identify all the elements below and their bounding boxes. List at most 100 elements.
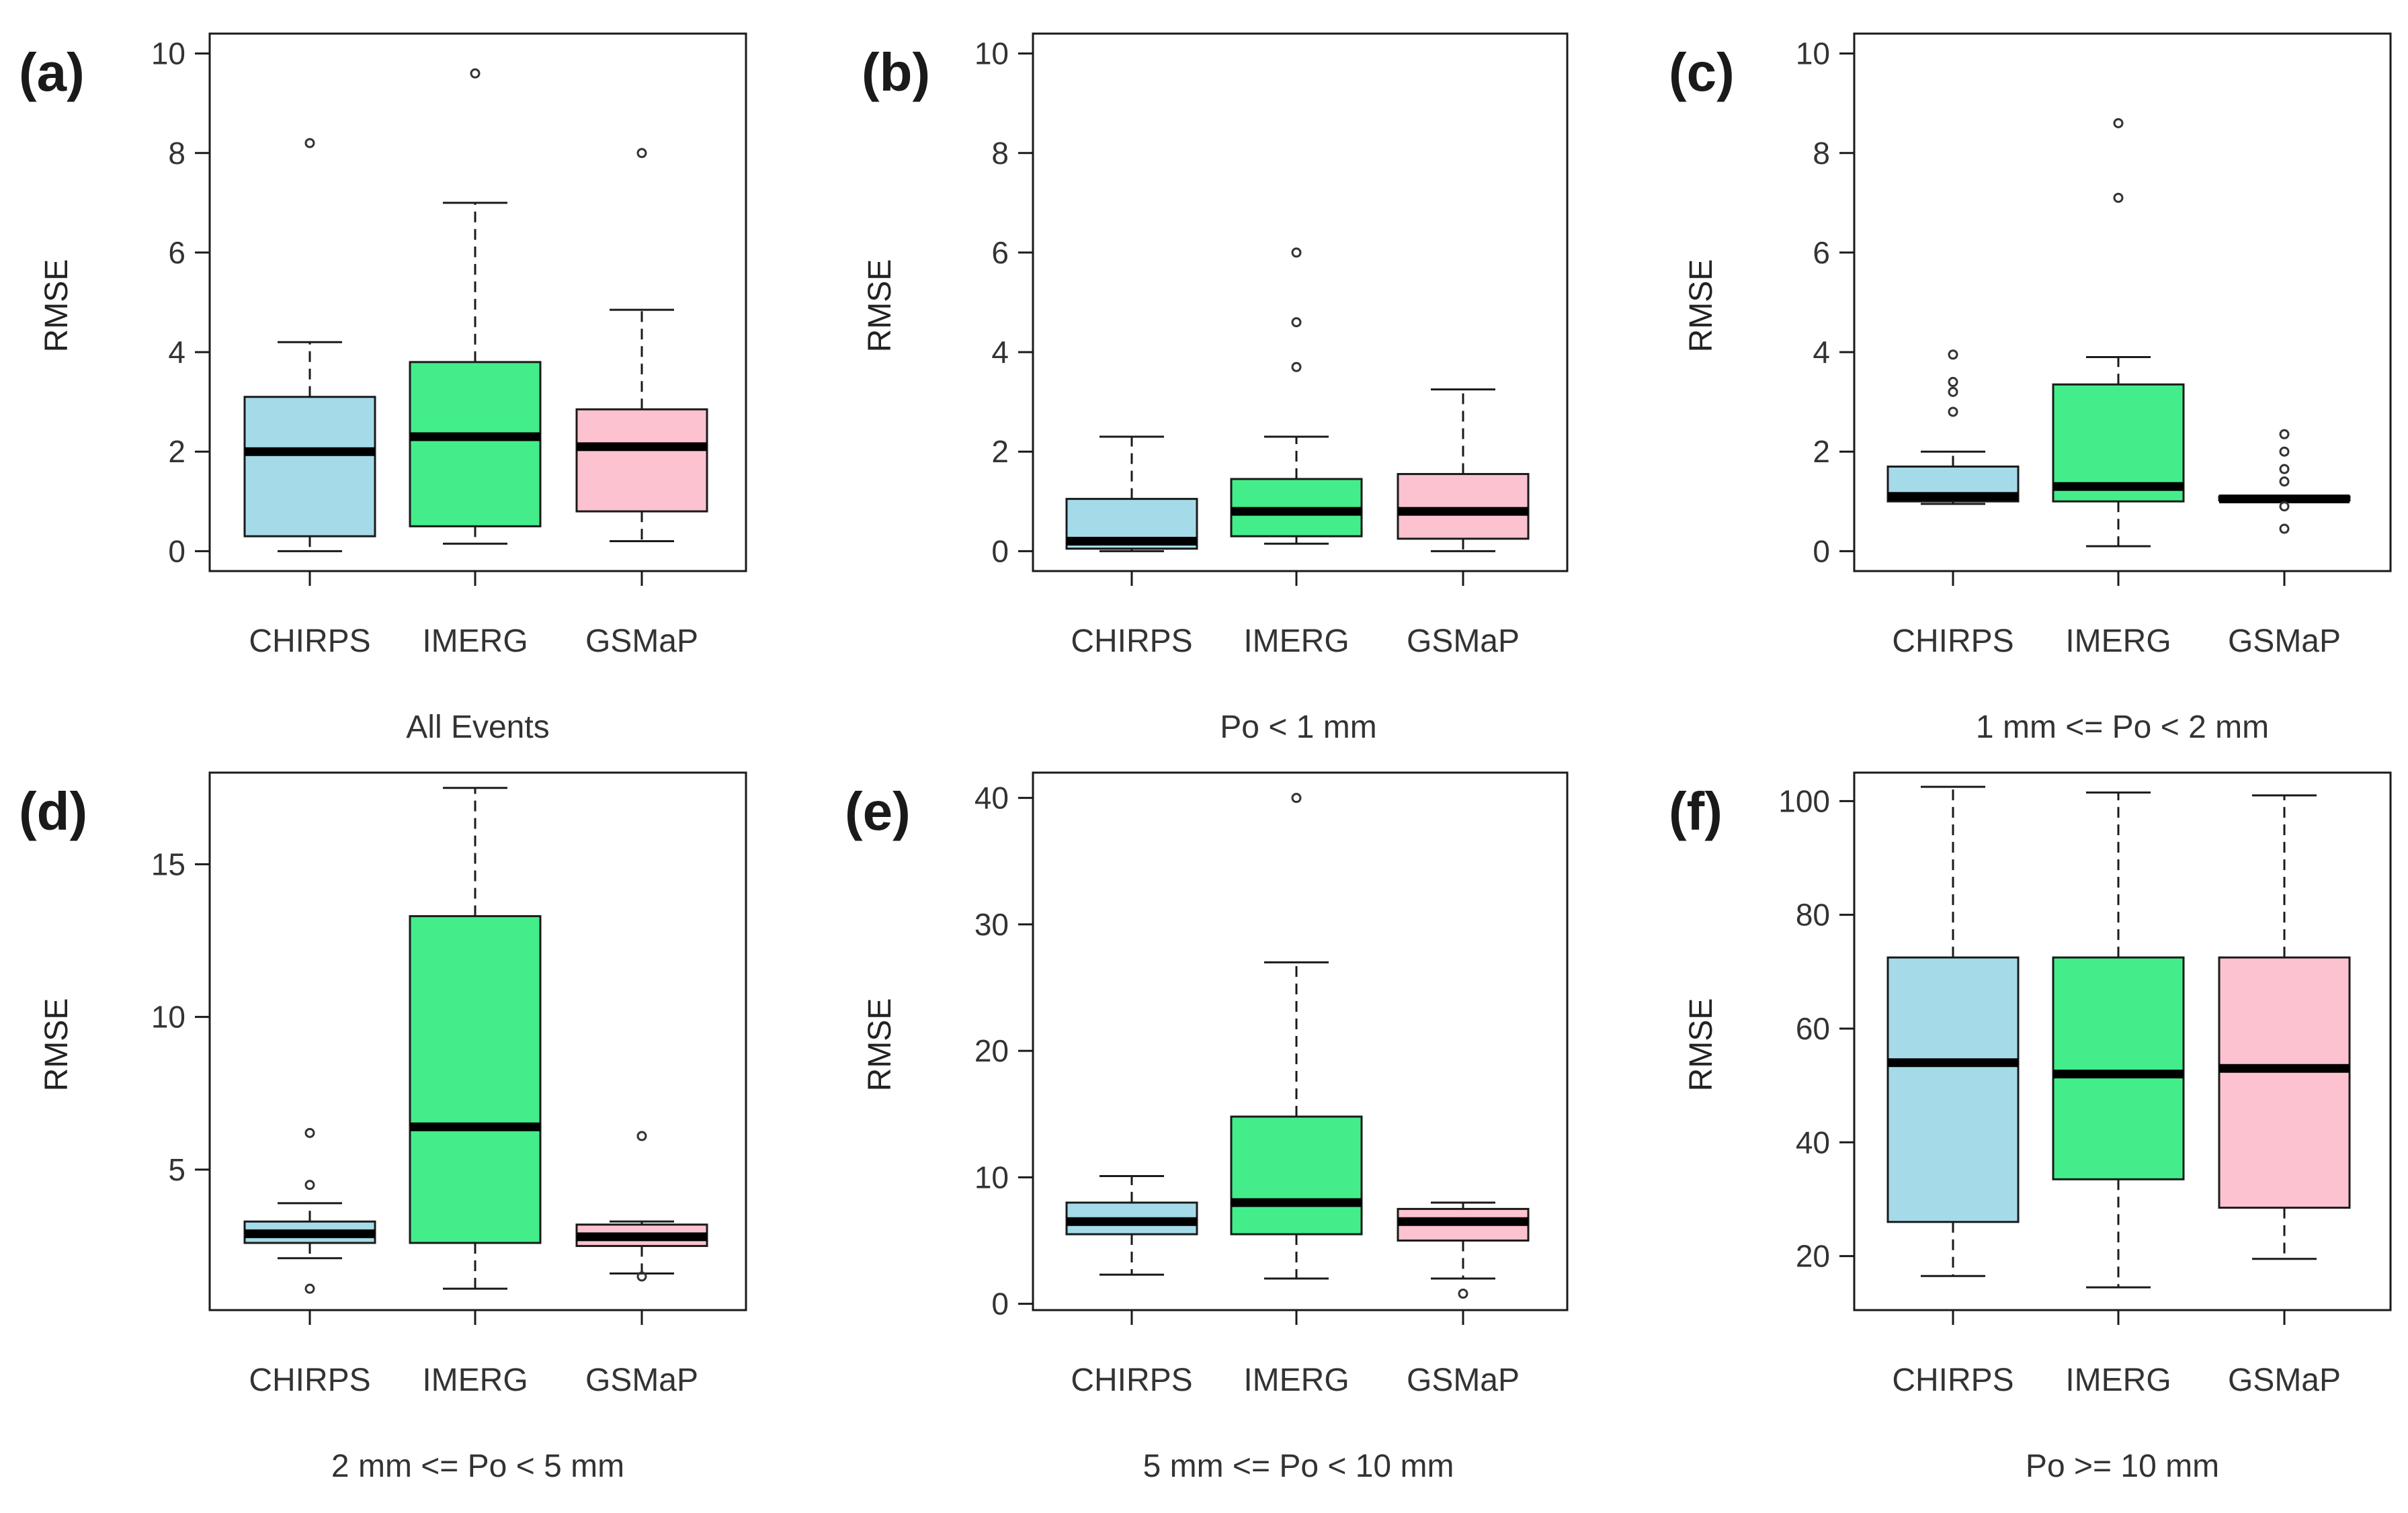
y-tick-label: 0 <box>168 533 185 568</box>
y-tick-label: 10 <box>151 36 185 71</box>
box-gsmap <box>575 408 708 513</box>
y-tick-label: 15 <box>151 847 185 881</box>
y-tick-label: 4 <box>1813 335 1830 370</box>
y-axis-title: RMSE <box>862 998 898 1092</box>
y-tick-label: 2 <box>168 434 185 469</box>
panel-label: (c) <box>1669 42 1735 102</box>
outlier-point <box>1291 361 1302 372</box>
y-tick-label: 6 <box>168 235 185 270</box>
category-label: CHIRPS <box>1892 623 2013 659</box>
outlier-point <box>1458 1289 1468 1299</box>
y-tick-label: 0 <box>991 1287 1009 1322</box>
outlier-point <box>304 1283 315 1294</box>
chart-marks: 0246810024681002468105101501020304020406… <box>151 36 2351 1325</box>
y-tick-label: 6 <box>991 235 1009 270</box>
outlier-point <box>304 1180 315 1191</box>
y-tick-label: 2 <box>1813 434 1830 469</box>
panel-subtitle: Po >= 10 mm <box>2026 1449 2219 1484</box>
panel-label: (a) <box>19 42 85 102</box>
panel-subtitle: Po < 1 mm <box>1220 709 1376 745</box>
category-label: CHIRPS <box>249 623 370 659</box>
panel-subtitle: All Events <box>406 709 549 745</box>
category-label: CHIRPS <box>1071 623 1192 659</box>
outlier-point <box>1291 317 1302 328</box>
category-label: IMERG <box>2065 623 2171 659</box>
y-tick-label: 10 <box>1796 36 1830 71</box>
outlier-point <box>2113 118 2124 128</box>
y-axis-title: RMSE <box>1684 259 1719 353</box>
category-label: CHIRPS <box>1071 1363 1192 1398</box>
box-imerg <box>2052 956 2185 1180</box>
y-tick-label: 80 <box>1796 898 1830 933</box>
outlier-point <box>2279 523 2290 534</box>
outlier-point <box>1291 793 1302 804</box>
y-tick-label: 20 <box>1796 1239 1830 1274</box>
outlier-point <box>2279 464 2290 474</box>
category-label: IMERG <box>422 623 528 659</box>
y-tick-label: 40 <box>1796 1125 1830 1160</box>
category-label: CHIRPS <box>249 1363 370 1398</box>
panel-d: (d) RMSE 2 mm <= Po < 5 mm CHIRPS IMERG … <box>19 771 747 1484</box>
category-label: GSMaP <box>2228 1363 2341 1398</box>
outlier-point <box>304 138 315 148</box>
y-tick-label: 20 <box>974 1033 1009 1068</box>
box-imerg <box>409 361 542 527</box>
box-imerg <box>409 915 542 1244</box>
y-tick-label: 4 <box>168 335 185 370</box>
outlier-point <box>2279 446 2290 457</box>
panel-subtitle: 2 mm <= Po < 5 mm <box>331 1449 624 1484</box>
box-gsmap <box>1397 473 1530 540</box>
category-label: CHIRPS <box>1892 1363 2013 1398</box>
y-axis-title: RMSE <box>1684 998 1719 1092</box>
outlier-point <box>2279 429 2290 439</box>
panel-label: (f) <box>1669 781 1722 841</box>
y-tick-label: 10 <box>974 1160 1009 1195</box>
y-tick-label: 100 <box>1778 783 1830 818</box>
outlier-point <box>2113 192 2124 203</box>
category-label: IMERG <box>2065 1363 2171 1398</box>
box-imerg <box>2052 383 2185 503</box>
category-label: GSMaP <box>1407 623 1520 659</box>
panel-e: (e) RMSE 5 mm <= Po < 10 mm CHIRPS IMERG… <box>845 771 1569 1484</box>
panel-label: (d) <box>19 781 87 841</box>
outlier-point <box>1948 386 1958 397</box>
y-tick-label: 4 <box>991 335 1009 370</box>
y-tick-label: 0 <box>1813 533 1830 568</box>
box-chirps <box>243 396 376 537</box>
category-label: IMERG <box>1243 1363 1349 1398</box>
box-gsmap <box>2218 956 2351 1209</box>
y-tick-label: 8 <box>168 136 185 171</box>
y-axis-title: RMSE <box>862 259 898 353</box>
y-tick-label: 8 <box>991 136 1009 171</box>
y-tick-label: 5 <box>168 1152 185 1187</box>
panel-label: (b) <box>862 42 930 102</box>
box-chirps <box>1886 956 2020 1223</box>
y-tick-label: 8 <box>1813 136 1830 171</box>
outlier-point <box>1948 349 1958 360</box>
y-tick-label: 30 <box>974 907 1009 942</box>
y-tick-label: 40 <box>974 781 1009 816</box>
panel-b: (b) RMSE Po < 1 mm CHIRPS IMERG GSMaP <box>862 32 1569 745</box>
category-label: GSMaP <box>585 1363 698 1398</box>
panel-label: (e) <box>845 781 911 841</box>
y-tick-label: 2 <box>991 434 1009 469</box>
category-label: GSMaP <box>2228 623 2341 659</box>
panel-a: (a) RMSE All Events CHIRPS IMERG GSMaP <box>19 32 747 745</box>
panel-subtitle: 1 mm <= Po < 2 mm <box>1976 709 2269 745</box>
y-axis-title: RMSE <box>39 998 75 1092</box>
outlier-point <box>636 1271 647 1282</box>
outlier-point <box>1948 377 1958 388</box>
category-label: GSMaP <box>585 623 698 659</box>
y-tick-label: 0 <box>991 533 1009 568</box>
y-tick-label: 6 <box>1813 235 1830 270</box>
panel-subtitle: 5 mm <= Po < 10 mm <box>1143 1449 1454 1484</box>
outlier-point <box>470 68 481 79</box>
y-tick-label: 10 <box>151 1000 185 1035</box>
y-axis-title: RMSE <box>39 259 75 353</box>
outlier-point <box>1948 406 1958 417</box>
outlier-point <box>636 1131 647 1141</box>
panel-f: (f) RMSE Po >= 10 mm CHIRPS IMERG GSMaP <box>1669 771 2392 1484</box>
category-label: IMERG <box>1243 623 1349 659</box>
